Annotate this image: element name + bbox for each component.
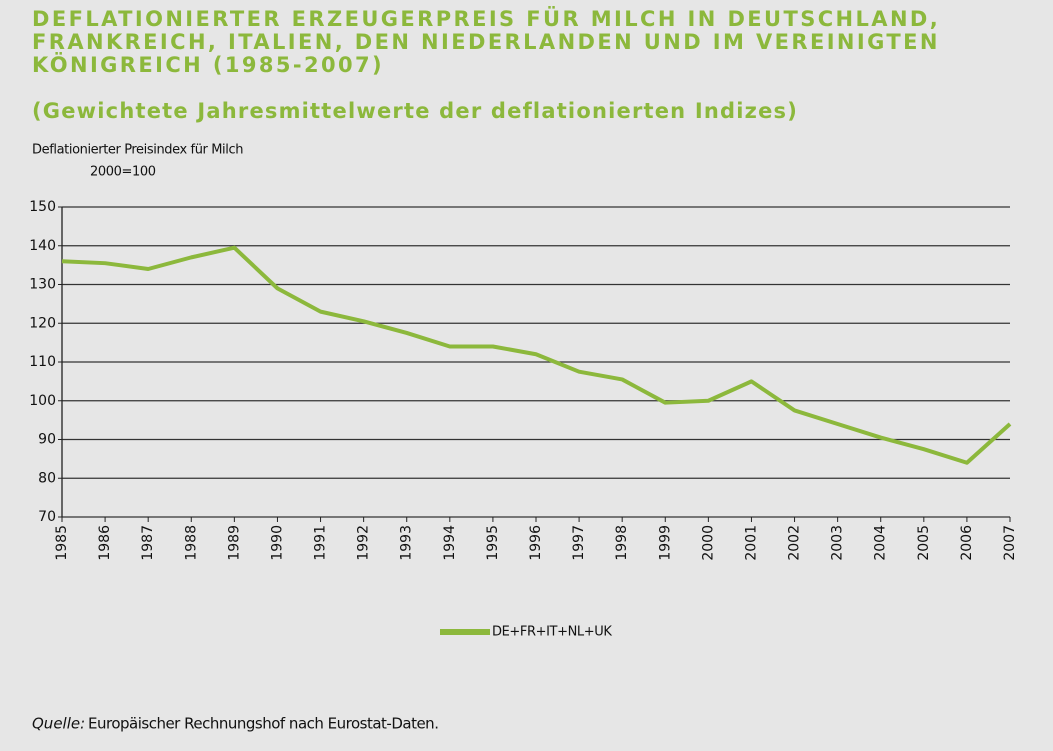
legend-label: DE+FR+IT+NL+UK — [492, 625, 612, 640]
y-tick-label: 100 — [29, 393, 56, 409]
x-tick-label: 2001 — [743, 525, 759, 561]
x-tick-label: 1994 — [442, 525, 458, 561]
y-tick-label: 130 — [29, 277, 56, 293]
y-axis-label: Deflationierter Preisindex für Milch — [32, 143, 243, 158]
x-tick-label: 1995 — [485, 525, 501, 561]
y-tick-label: 90 — [38, 432, 56, 448]
y-tick-label: 120 — [29, 315, 56, 331]
y-tick-label: 150 — [29, 199, 56, 215]
x-tick-label: 1991 — [313, 525, 329, 561]
x-tick-label: 1986 — [97, 525, 113, 561]
source: Europäischer Rechnungshof nach Eurostat-… — [88, 715, 438, 733]
y-tick-label: 70 — [38, 509, 56, 525]
y-tick-label: 140 — [29, 238, 56, 254]
y-axis-unit: 2000=100 — [90, 165, 156, 180]
data-line — [61, 245, 1012, 465]
x-tick-label: 1990 — [269, 525, 285, 561]
x-tick-label: 2004 — [873, 525, 889, 561]
source-label: Quelle: — [32, 715, 85, 733]
chart-subtitle: (Gewichtete Jahresmittelwerte der deflat… — [32, 99, 798, 123]
x-tick-label: 2000 — [700, 525, 716, 561]
x-tick-label: 2007 — [1002, 525, 1018, 561]
x-tick-label: 1997 — [571, 525, 587, 561]
chart-title: FRANKREICH, ITALIEN, DEN NIEDERLANDEN UN… — [32, 30, 940, 54]
x-tick-label: 1998 — [614, 525, 630, 561]
x-tick-label: 1993 — [399, 525, 415, 561]
x-tick-label: 2006 — [959, 525, 975, 561]
y-tick-label: 80 — [38, 470, 56, 486]
chart-title: DEFLATIONIERTER ERZEUGERPREIS FÜR MILCH … — [32, 6, 940, 31]
x-tick-label: 1992 — [356, 525, 372, 561]
x-tick-label: 1985 — [54, 525, 70, 561]
x-tick-label: 1999 — [657, 525, 673, 561]
x-tick-label: 2002 — [787, 525, 803, 561]
x-tick-label: 2003 — [830, 525, 846, 561]
x-tick-label: 1989 — [226, 525, 242, 561]
x-tick-label: 1987 — [140, 525, 156, 561]
chart-title: KÖNIGREICH (1985-2007) — [32, 52, 384, 77]
y-tick-label: 110 — [29, 354, 56, 370]
x-tick-label: 2005 — [916, 525, 932, 561]
x-tick-label: 1988 — [183, 525, 199, 561]
x-tick-label: 1996 — [528, 525, 544, 561]
